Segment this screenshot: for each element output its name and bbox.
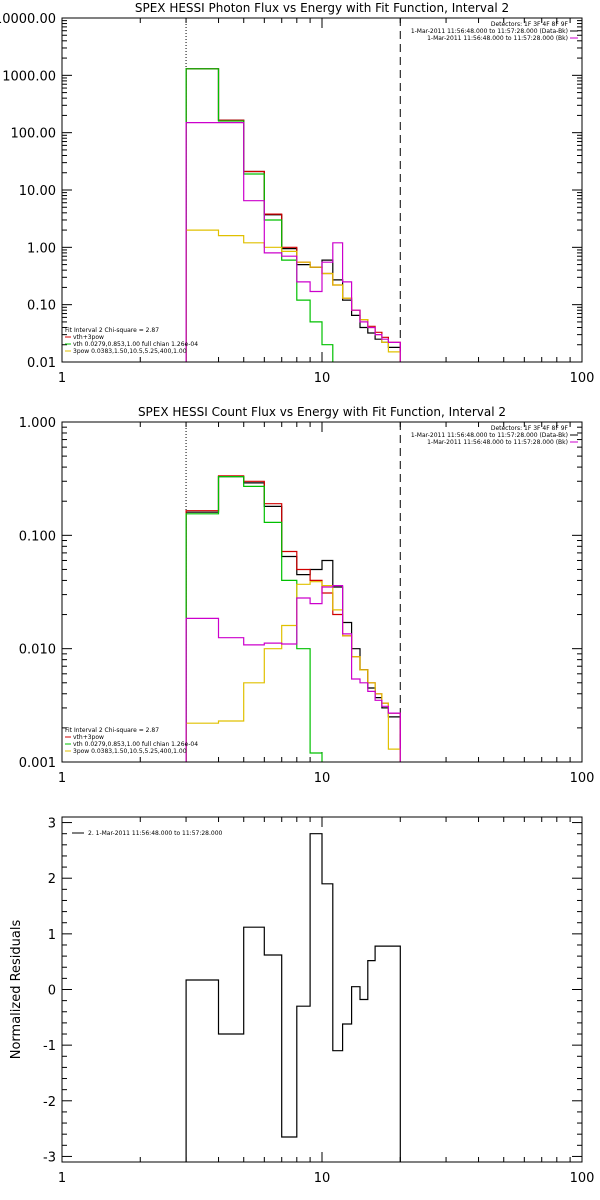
y-tick-label: -3 xyxy=(43,1150,56,1165)
legend-bottom-entry: vth+3pow xyxy=(73,334,104,341)
series-group xyxy=(185,68,401,362)
y-tick-label: 10000.00 xyxy=(0,12,56,27)
y-tick-label: 2 xyxy=(48,872,56,887)
y-tick-label: 1.00 xyxy=(27,241,56,256)
series-group xyxy=(185,475,401,762)
legend-top-entry: Detectors: 1F 3F 4F 8F 9F xyxy=(491,425,569,432)
x-tick-label: 1 xyxy=(58,371,66,386)
legend-top-entry: 1-Mar-2011 11:56:48.000 to 11:57:28.000 … xyxy=(427,35,568,42)
series-line-data-bk xyxy=(185,476,401,762)
x-tick-label: 100 xyxy=(570,371,595,386)
series-line-vth xyxy=(185,476,323,762)
series-line-3pow xyxy=(185,229,401,362)
y-tick-label: -1 xyxy=(43,1039,56,1054)
y-tick-label: 0 xyxy=(48,984,56,999)
x-tick-label: 10 xyxy=(314,771,331,786)
x-tick-label: 1 xyxy=(58,1171,66,1186)
series-line-bk xyxy=(185,585,401,762)
y-tick-label: 0.010 xyxy=(19,643,56,658)
legend-top-entry: 1-Mar-2011 11:56:48.000 to 11:57:28.000 … xyxy=(411,28,568,35)
y-tick-label: 100.00 xyxy=(11,127,57,142)
x-tick-label: 1 xyxy=(58,771,66,786)
legend-bottom-entry: Fit Interval 2 Chi-square = 2.87 xyxy=(65,727,159,734)
x-tick-label: 100 xyxy=(570,771,595,786)
y-tick-label: 1 xyxy=(48,928,56,943)
x-tick-label: 10 xyxy=(314,1171,331,1186)
legend-bottom-entry: Fit Interval 2 Chi-square = 2.87 xyxy=(65,327,159,334)
count-flux-panel: SPEX HESSI Count Flux vs Energy with Fit… xyxy=(19,405,595,786)
y-axis-label: Normalized Residuals xyxy=(9,920,24,1060)
y-tick-label: 0.100 xyxy=(19,529,56,544)
legend-bottom-entry: 3pow 0.0383,1.50,10.5,5.25,400,1.00 xyxy=(73,748,187,755)
y-tick-label: 0.001 xyxy=(19,756,56,771)
legend-top-entry: Detectors: 1F 3F 4F 8F 9F xyxy=(491,21,569,28)
legend-top-entry: 1-Mar-2011 11:56:48.000 to 11:57:28.000 … xyxy=(411,432,568,439)
legend-bottom-entry: vth 0.0279,0.853,1.00 full chian 1.26e-0… xyxy=(73,741,198,748)
x-tick-label: 10 xyxy=(314,371,331,386)
series-group xyxy=(185,833,401,1162)
legend-bottom-entry: 3pow 0.0383,1.50,10.5,5.25,400,1.00 xyxy=(73,348,187,355)
y-tick-label: 10.00 xyxy=(19,184,56,199)
series-line-3pow xyxy=(185,581,401,762)
plot-frame xyxy=(61,421,583,763)
y-tick-label: -2 xyxy=(43,1095,56,1110)
y-tick-label: 1.000 xyxy=(19,416,56,431)
chart-title: SPEX HESSI Count Flux vs Energy with Fit… xyxy=(138,405,506,419)
legend-bottom-entry: vth+3pow xyxy=(73,734,104,741)
chart-title: SPEX HESSI Photon Flux vs Energy with Fi… xyxy=(135,1,509,15)
legend-bottom-entry: vth 0.0279,0.853,1.00 full chian 1.26e-0… xyxy=(73,341,198,348)
photon-flux-panel: SPEX HESSI Photon Flux vs Energy with Fi… xyxy=(0,1,595,386)
legend-top-entry: 2. 1-Mar-2011 11:56:48.000 to 11:57:28.0… xyxy=(88,830,223,837)
y-tick-label: 1000.00 xyxy=(2,69,56,84)
plot-frame xyxy=(61,17,583,363)
legend-top-entry: 1-Mar-2011 11:56:48.000 to 11:57:28.000 … xyxy=(427,439,568,446)
series-line-bk xyxy=(185,122,401,362)
x-tick-label: 100 xyxy=(570,1171,595,1186)
y-tick-label: 3 xyxy=(48,817,56,832)
series-line-vth xyxy=(185,68,334,362)
residuals-panel: 1 10 100 -3 -2 -1 0 1 2 3 Normalized Residuals 2. 1… xyxy=(9,816,595,1186)
y-tick-label: 0.10 xyxy=(27,299,56,314)
series-line-2-1-mar-2011-11-56-48-000-to-11-57-28-000 xyxy=(185,833,401,1162)
y-tick-label: 0.01 xyxy=(27,356,56,371)
plot-frame xyxy=(61,816,583,1163)
